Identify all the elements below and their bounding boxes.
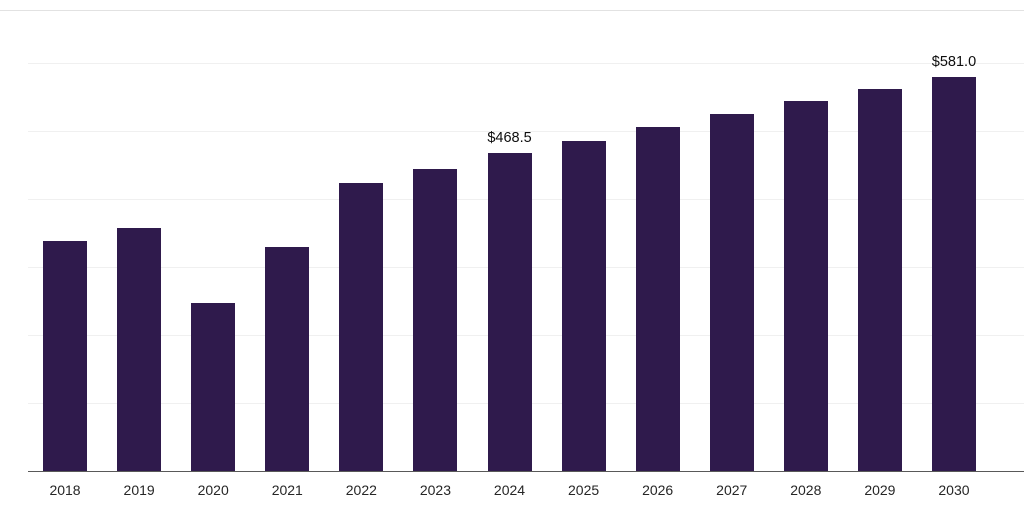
x-axis-labels: 2018 2019 2020 2021 2022 2023 2024 2025 2026 2027… bbox=[28, 482, 991, 498]
bar-2027 bbox=[709, 114, 754, 471]
bar-2025 bbox=[561, 141, 606, 471]
plot-area: $468.5 $581.0 bbox=[0, 10, 1024, 472]
bar-2023 bbox=[413, 169, 458, 471]
bar-slot-2018 bbox=[28, 10, 102, 471]
x-tick-2025: 2025 bbox=[568, 482, 600, 498]
bar-slot-2020 bbox=[176, 10, 250, 471]
gridline-600 bbox=[28, 63, 1024, 65]
x-axis-line bbox=[28, 471, 1024, 472]
bar-2018 bbox=[43, 241, 88, 471]
bar-2022 bbox=[339, 183, 384, 471]
x-tick-2026: 2026 bbox=[642, 482, 674, 498]
bar-slot-2026 bbox=[621, 10, 695, 471]
gridline-500 bbox=[28, 131, 1024, 133]
bar-slot-2027 bbox=[695, 10, 769, 471]
bar-2026 bbox=[635, 127, 680, 471]
bar-slot-2028 bbox=[769, 10, 843, 471]
bar-slot-2019 bbox=[102, 10, 176, 471]
bar-slot-2030: $581.0 bbox=[917, 10, 991, 471]
x-tick-2029: 2029 bbox=[864, 482, 896, 498]
bar-2028 bbox=[783, 100, 828, 471]
bar-2029 bbox=[857, 89, 902, 471]
bar-2030 bbox=[931, 77, 976, 471]
x-tick-2024: 2024 bbox=[493, 482, 526, 498]
plot-top-border bbox=[0, 10, 1024, 11]
data-label-2030: $581.0 bbox=[931, 53, 977, 70]
bar-slot-2022 bbox=[324, 10, 398, 471]
x-tick-2019: 2019 bbox=[123, 482, 155, 498]
bar-slot-2024: $468.5 bbox=[472, 10, 546, 471]
bar-slot-2021 bbox=[250, 10, 324, 471]
bar-slot-2023 bbox=[398, 10, 472, 471]
bar-slot-2025 bbox=[547, 10, 621, 471]
x-tick-2028: 2028 bbox=[790, 482, 822, 498]
x-tick-2030: 2030 bbox=[938, 482, 970, 498]
x-tick-2022: 2022 bbox=[345, 482, 377, 498]
bar-2021 bbox=[265, 247, 310, 471]
bar-slot-2029 bbox=[843, 10, 917, 471]
x-tick-2023: 2023 bbox=[419, 482, 451, 498]
bar-2020 bbox=[191, 303, 236, 471]
bars-row: $468.5 $581.0 bbox=[28, 10, 991, 471]
data-label-2024: $468.5 bbox=[487, 129, 532, 146]
x-tick-2021: 2021 bbox=[271, 482, 303, 498]
x-tick-2027: 2027 bbox=[716, 482, 748, 498]
bar-2019 bbox=[117, 228, 162, 471]
x-tick-2018: 2018 bbox=[49, 482, 81, 498]
bar-2024 bbox=[487, 153, 532, 471]
x-tick-2020: 2020 bbox=[197, 482, 229, 498]
